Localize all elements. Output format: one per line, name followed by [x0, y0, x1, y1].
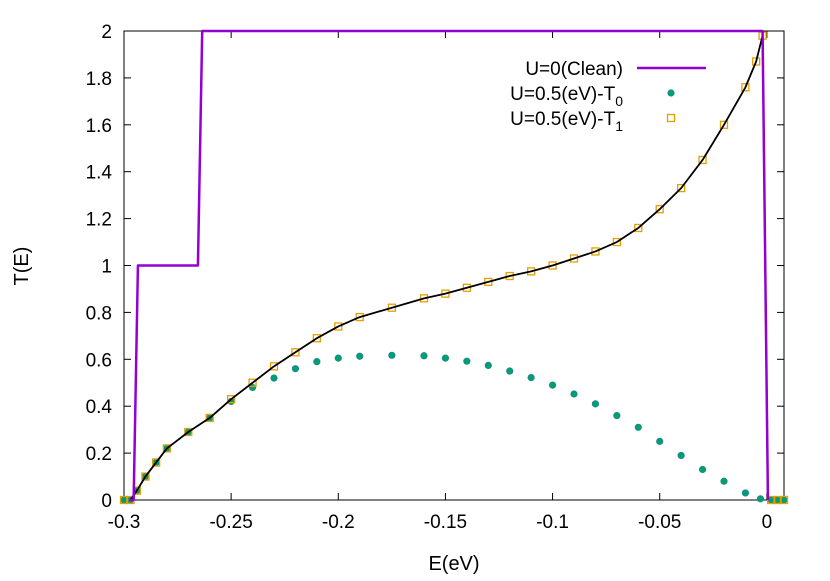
series-point-t1	[334, 322, 343, 331]
series-point-t1	[676, 183, 686, 193]
series-point-t1	[387, 303, 397, 312]
series-point-t0	[484, 361, 492, 369]
y-tick-label: 0.4	[86, 397, 113, 418]
series-point-t0	[677, 451, 685, 460]
y-tick-label: 1.4	[86, 163, 113, 184]
y-tick-label: 1	[101, 257, 112, 278]
series-point-t1	[655, 205, 664, 214]
series-point-t0	[570, 390, 578, 398]
x-tick-label: -0.3	[108, 512, 141, 533]
y-tick-label: 1.8	[86, 69, 112, 90]
y-tick-label: 1.6	[86, 116, 112, 137]
x-tick-label: -0.15	[424, 512, 467, 533]
legend-circle-sample	[667, 89, 675, 97]
series-point-t0	[634, 423, 642, 431]
series-point-t1	[779, 495, 789, 505]
series-point-t0	[356, 352, 364, 360]
series-point-t1	[634, 223, 643, 233]
series-point-t0	[756, 495, 765, 503]
series-point-t1	[569, 254, 579, 263]
series-point-t1	[698, 155, 707, 165]
series-point-t1	[226, 395, 236, 404]
series-point-t0	[291, 365, 300, 373]
y-tick-label: 2	[101, 22, 112, 43]
series-point-t1	[462, 283, 472, 292]
series-point-t0	[313, 358, 321, 366]
series-point-t0	[441, 354, 450, 362]
x-tick-label: -0.05	[638, 512, 681, 533]
y-tick-label: 0.8	[86, 303, 112, 324]
series-point-t1	[151, 458, 161, 467]
series-point-t1	[184, 427, 193, 437]
series-point-t0	[506, 367, 514, 375]
y-tick-label: 0	[101, 491, 112, 512]
x-axis-label: E(eV)	[428, 553, 479, 575]
series-point-t1	[548, 261, 557, 270]
series-point-t1	[141, 472, 150, 481]
series-point-t0	[741, 489, 750, 497]
series-point-t1	[248, 378, 257, 387]
series-point-t1	[719, 120, 729, 129]
legend-label: U=0.5(eV)-T1	[510, 109, 623, 134]
series-point-t1	[162, 444, 172, 453]
series-line-fit	[129, 34, 769, 501]
y-axis-label: T(E)	[11, 247, 33, 286]
legend-label: U=0(Clean)	[525, 59, 623, 80]
series-line-clean	[129, 29, 770, 502]
y-tick-label: 1.2	[86, 210, 112, 231]
x-tick-label: -0.2	[322, 512, 355, 533]
axis-ticks: -0.3 -0.25 -0.2 -0.15 -0.1 -0.05 0 0 0.2 0.4 0.6 0.…	[86, 22, 784, 533]
y-tick-label: 0.6	[86, 350, 112, 371]
series-point-t1	[205, 413, 214, 423]
series-point-t1	[312, 334, 322, 343]
series-point-t1	[291, 348, 300, 357]
series-point-t0	[388, 351, 396, 359]
series-point-t1	[269, 362, 279, 371]
x-tick-label: -0.1	[536, 512, 569, 533]
series-point-t0	[527, 373, 535, 382]
series-point-t0	[773, 496, 782, 504]
series-point-t0	[463, 357, 471, 365]
series-point-t0	[656, 437, 664, 445]
series-point-t0	[420, 352, 428, 360]
series-point-t1	[355, 312, 364, 322]
series-point-t0	[334, 354, 342, 362]
legend-label: U=0.5(eV)-T0	[510, 84, 623, 109]
legend-square-sample	[666, 113, 676, 123]
series-point-t1	[741, 83, 750, 92]
series-point-t1	[612, 237, 622, 247]
series-point-t0	[780, 496, 788, 504]
series-point-t1	[484, 277, 493, 287]
plot-frame	[123, 30, 785, 501]
series-point-t0	[120, 496, 128, 504]
series-point-t0	[591, 400, 600, 408]
legend: U=0(Clean) U=0.5(eV)-T0U=0.5(eV)-T1	[510, 59, 706, 134]
series-layer	[119, 29, 789, 505]
series-point-t0	[613, 411, 621, 420]
series-point-t0	[698, 465, 707, 474]
x-tick-label: 0	[762, 512, 773, 533]
x-tick-label: -0.25	[209, 512, 252, 533]
series-point-t0	[548, 381, 557, 389]
series-point-t0	[720, 477, 728, 485]
series-point-t1	[591, 247, 600, 256]
series-point-t0	[270, 374, 278, 382]
y-tick-label: 0.2	[86, 444, 112, 465]
